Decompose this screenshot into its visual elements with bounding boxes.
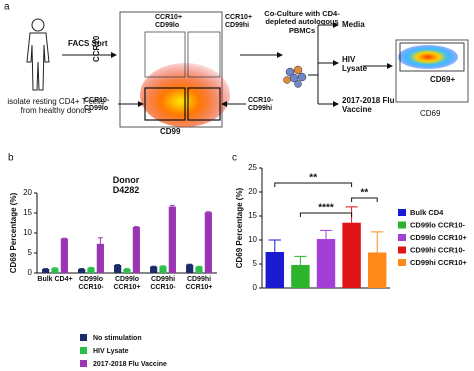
bar: [316, 239, 336, 288]
source-label: isolate resting CD4+ T cells from health…: [7, 97, 105, 115]
legend-label: Bulk CD4: [410, 208, 444, 217]
x-tick-label: CD99hi CCR10-: [150, 276, 176, 292]
error-bar: [169, 204, 175, 207]
bar: [78, 269, 86, 273]
significance-label: ****: [318, 203, 334, 214]
y-tick-label: 15: [23, 208, 32, 217]
gate: [144, 31, 186, 78]
error-bar: [319, 229, 333, 240]
significance-label: **: [361, 188, 369, 199]
gate-label: CCR10+ CD99hi: [225, 14, 253, 29]
condition-label: 2017-2018 Flu Vaccine: [342, 96, 395, 114]
coculture-label: Co-Culture with CD4-depleted autologous …: [264, 9, 340, 35]
x-tick-label: CD99lo CCR10-: [78, 276, 104, 292]
bar: [342, 222, 361, 288]
error-bar: [371, 231, 384, 253]
error-bar: [268, 239, 281, 252]
legend-label: No stimulation: [93, 335, 142, 342]
significance-label: **: [309, 173, 317, 184]
legend-swatch: [398, 246, 406, 254]
legend-label: HIV Lysate: [93, 348, 129, 355]
y-tick-label: 20: [23, 188, 32, 197]
legend-label: CD99hi CCR10-: [410, 245, 466, 254]
significance-bracket: [274, 182, 353, 187]
legend-label: CD99lo CCR10-: [410, 220, 466, 229]
gate: [399, 42, 465, 72]
chart-title: Donor D4282: [112, 175, 140, 195]
bar: [195, 266, 203, 273]
legend-label: 2017-2018 Flu Vaccine: [93, 361, 167, 368]
panel-label: c: [232, 153, 237, 164]
person-icon: [26, 18, 50, 91]
y-tick-label: 20: [248, 187, 257, 196]
bar: [150, 266, 158, 273]
x-tick-label: CD99hi CCR10+: [185, 276, 213, 292]
bar: [51, 268, 59, 273]
bar: [265, 252, 285, 288]
y-tick-label: 15: [248, 211, 257, 220]
panel-label: a: [4, 2, 10, 13]
bar: [168, 206, 176, 273]
legend-swatch: [398, 234, 406, 241]
legend-swatch: [80, 360, 87, 367]
significance-bracket: [351, 197, 378, 202]
legend-swatch: [80, 347, 87, 354]
bar: [186, 264, 194, 273]
gate: [187, 31, 221, 78]
x-tick-label: CD99lo CCR10+: [113, 276, 141, 292]
condition-label: Media: [342, 20, 365, 29]
gate-label: CD69+: [430, 75, 456, 84]
y-tick-label: 0: [28, 268, 33, 277]
bar: [123, 269, 131, 273]
y-axis-label: CD69 Percentage (%): [9, 192, 18, 273]
gate-label: CCR10+ CD99lo: [155, 14, 183, 29]
axis-label: CD99: [160, 127, 181, 136]
y-tick-label: 5: [28, 248, 33, 257]
legend-label: CD99hi CCR10+: [410, 258, 468, 267]
bar: [159, 266, 167, 273]
bar: [96, 243, 104, 273]
y-tick-label: 5: [253, 259, 258, 268]
y-tick-label: 10: [248, 235, 257, 244]
legend-swatch: [398, 259, 406, 266]
panel-label: b: [8, 153, 14, 164]
bar: [60, 238, 68, 273]
error-bar: [97, 237, 103, 244]
y-tick-label: 0: [253, 283, 258, 292]
axis-label: CCR10: [92, 35, 101, 62]
legend-swatch: [398, 221, 406, 229]
gate: [144, 87, 186, 121]
bar: [367, 252, 387, 288]
condition-label: HIV Lysate: [342, 55, 368, 73]
bar: [87, 267, 95, 273]
legend-swatch: [80, 334, 87, 341]
bar: [204, 212, 212, 273]
step-label: FACS Sort: [68, 39, 108, 48]
y-tick-label: 10: [23, 228, 32, 237]
bar: [114, 265, 122, 273]
cells-icon: [283, 65, 307, 88]
y-axis-label: CD69 Percentage (%): [235, 187, 244, 268]
error-bar: [294, 255, 307, 265]
gate-label: CCR10- CD99hi: [248, 97, 274, 112]
flow-density: [398, 45, 458, 69]
y-tick-label: 25: [248, 163, 257, 172]
gate-label: CCR10- CD99lo: [84, 97, 110, 112]
legend-swatch: [398, 209, 406, 216]
bar: [42, 269, 50, 273]
gate: [187, 87, 221, 121]
bar: [132, 227, 140, 273]
significance-bracket: [299, 212, 353, 217]
axis-label: CD69: [420, 109, 441, 118]
x-tick-label: Bulk CD4+: [37, 276, 73, 283]
bar: [291, 264, 310, 288]
legend-label: CD99lo CCR10+: [410, 233, 468, 242]
